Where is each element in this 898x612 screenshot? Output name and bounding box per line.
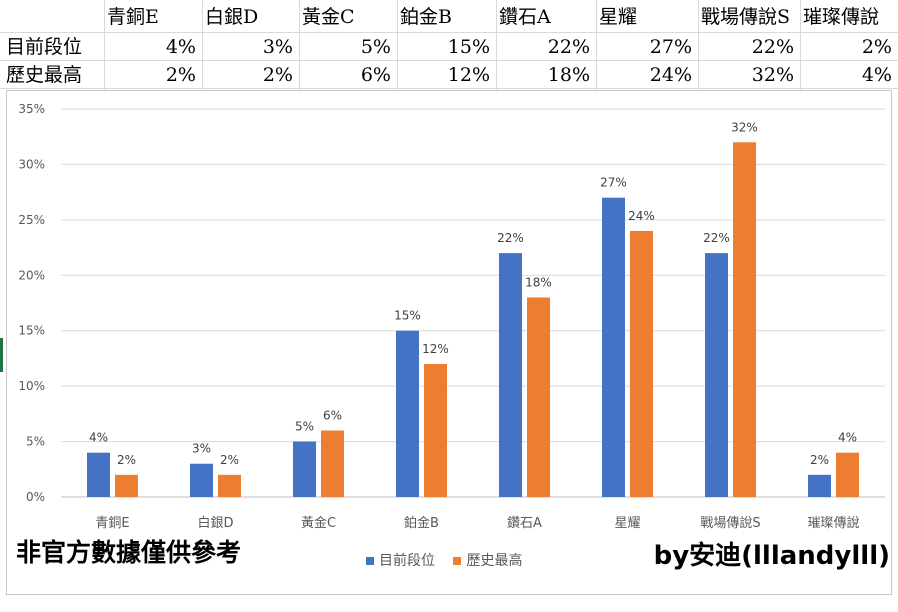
author-credit: by安迪(lllandylll)	[653, 541, 890, 571]
table-cell[interactable]: 4%	[861, 64, 892, 86]
table-cell[interactable]: 6%	[360, 64, 391, 86]
legend-item-highest: 歷史最高	[453, 550, 522, 570]
y-tick-label: 20%	[18, 268, 45, 282]
data-label: 22%	[703, 231, 730, 245]
x-tick-label: 青銅E	[95, 516, 129, 531]
data-label: 4%	[89, 431, 108, 445]
bar-highest	[630, 230, 653, 497]
data-label: 22%	[497, 231, 524, 245]
legend-swatch-current	[366, 557, 374, 565]
y-tick-label: 10%	[18, 379, 45, 393]
bar-highest	[733, 142, 756, 497]
table-cell[interactable]: 2%	[165, 64, 196, 86]
chart-area[interactable]: 0% 5% 10% 15% 20% 25% 30% 35% 4% 2% 青銅E 3% 2% 白銀D 5% 6%…	[6, 90, 892, 595]
data-label: 4%	[838, 431, 857, 445]
data-label: 2%	[810, 453, 829, 467]
table-row-label[interactable]: 歷史最高	[6, 64, 83, 86]
sheet-column-divider	[202, 0, 203, 90]
bar-highest	[218, 474, 241, 497]
table-cell[interactable]: 22%	[751, 36, 794, 58]
chart-legend: 目前段位 歷史最高	[366, 550, 536, 570]
y-tick-label: 25%	[18, 213, 45, 227]
sheet-column-divider	[800, 0, 801, 90]
sheet-column-divider	[104, 0, 105, 90]
table-header-cell[interactable]: 青銅E	[107, 6, 159, 28]
data-label: 2%	[220, 453, 239, 467]
x-tick-label: 鑽石A	[507, 515, 542, 531]
data-label: 18%	[525, 275, 552, 289]
table-cell[interactable]: 3%	[262, 36, 293, 58]
data-label: 15%	[394, 309, 421, 323]
y-tick-label: 30%	[18, 157, 45, 171]
table-row-label[interactable]: 目前段位	[6, 36, 83, 58]
bar-current	[602, 197, 625, 497]
y-tick-label: 35%	[18, 102, 45, 116]
bar-chart: 0% 5% 10% 15% 20% 25% 30% 35% 4% 2% 青銅E 3% 2% 白銀D 5% 6%…	[18, 102, 885, 531]
x-tick-label: 璀璨傳說	[807, 515, 859, 531]
legend-label-current: 目前段位	[379, 553, 435, 569]
sheet-column-divider	[397, 0, 398, 90]
x-tick-label: 戰場傳說S	[700, 515, 760, 531]
selection-indicator	[0, 338, 3, 372]
bar-highest	[527, 297, 550, 497]
disclaimer-note: 非官方數據僅供參考	[16, 538, 242, 567]
bar-current	[396, 330, 419, 497]
bar-highest	[836, 452, 859, 497]
bar-current	[293, 441, 316, 497]
legend-swatch-highest	[453, 557, 462, 565]
table-cell[interactable]: 2%	[262, 64, 293, 86]
sheet-row-divider	[0, 32, 898, 33]
x-tick-label: 星耀	[614, 516, 640, 531]
bar-current	[705, 253, 728, 497]
data-label: 6%	[323, 408, 342, 422]
sheet-column-divider	[496, 0, 497, 90]
legend-item-current: 目前段位	[366, 550, 435, 570]
bar-highest	[321, 430, 344, 497]
bar-current	[87, 452, 110, 497]
table-cell[interactable]: 24%	[649, 64, 692, 86]
table-cell[interactable]: 22%	[547, 36, 590, 58]
y-tick-label: 15%	[18, 324, 45, 338]
table-header-cell[interactable]: 鉑金B	[400, 6, 452, 28]
table-header-cell[interactable]: 黃金C	[302, 6, 355, 28]
data-label: 2%	[117, 453, 136, 467]
sheet-column-divider	[596, 0, 597, 90]
y-tick-label: 5%	[26, 435, 45, 449]
x-tick-label: 黃金C	[301, 515, 336, 531]
table-cell[interactable]: 32%	[751, 64, 794, 86]
data-label: 3%	[192, 442, 211, 456]
bar-highest	[115, 474, 138, 497]
table-header-cell[interactable]: 璀璨傳說	[803, 6, 880, 28]
bar-current	[499, 253, 522, 497]
x-tick-label: 白銀D	[197, 515, 233, 531]
sheet-row-divider	[0, 60, 898, 61]
table-cell[interactable]: 2%	[861, 36, 892, 58]
sheet-column-divider	[698, 0, 699, 90]
table-cell[interactable]: 12%	[447, 64, 490, 86]
data-label: 24%	[628, 209, 655, 223]
table-header-cell[interactable]: 戰場傳說S	[701, 6, 791, 28]
table-cell[interactable]: 18%	[547, 64, 590, 86]
y-tick-label: 0%	[26, 490, 45, 504]
table-header-cell[interactable]: 鑽石A	[499, 6, 551, 28]
sheet-column-divider	[299, 0, 300, 90]
bar-highest	[424, 363, 447, 497]
table-header-cell[interactable]: 星耀	[599, 6, 638, 28]
table-cell[interactable]: 5%	[360, 36, 391, 58]
bar-current	[190, 463, 213, 497]
data-label: 12%	[422, 342, 449, 356]
x-tick-label: 鉑金B	[404, 515, 439, 531]
table-cell[interactable]: 27%	[649, 36, 692, 58]
bar-current	[808, 474, 831, 497]
data-label: 27%	[600, 176, 627, 190]
legend-label-highest: 歷史最高	[466, 553, 523, 569]
sheet-row-divider	[0, 88, 898, 89]
data-label: 32%	[731, 120, 758, 134]
data-label: 5%	[295, 420, 314, 434]
table-cell[interactable]: 4%	[165, 36, 196, 58]
table-header-cell[interactable]: 白銀D	[205, 6, 259, 28]
table-cell[interactable]: 15%	[447, 36, 490, 58]
